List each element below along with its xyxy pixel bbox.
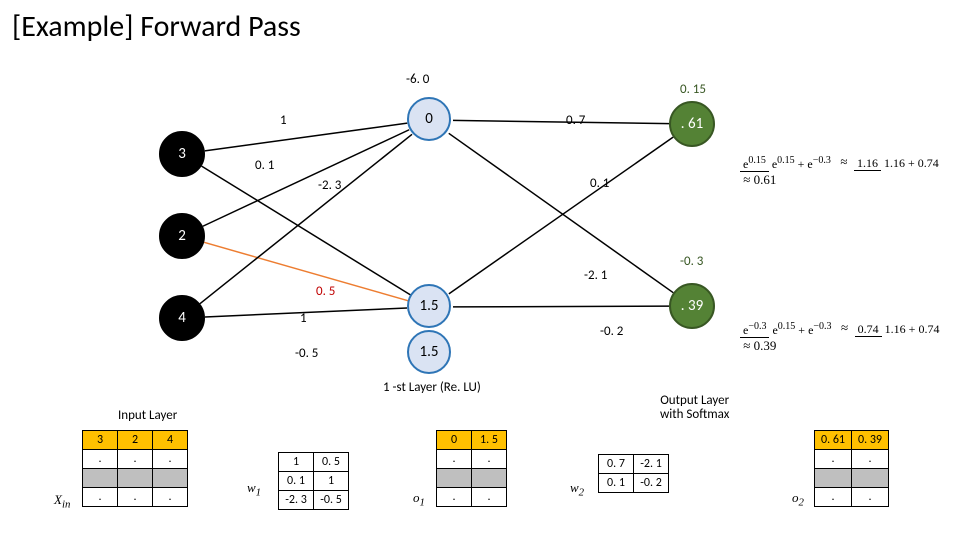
softmax-formula-1: e0.15e0.15 + e−0.3 ≈ 1.161.16 + 0.74 ≈ 0… bbox=[740, 154, 960, 188]
w2-label: w2 bbox=[570, 480, 584, 499]
matrix-cell bbox=[83, 469, 118, 488]
matrix-cell: -0. 2 bbox=[634, 474, 669, 493]
matrix-cell: 0. 39 bbox=[852, 431, 889, 450]
w1-matrix: 10. 50. 11-2. 3-0. 5 bbox=[278, 452, 349, 510]
edge-in2-h1 bbox=[203, 130, 409, 227]
o2-label: o2 bbox=[792, 490, 804, 509]
matrix-cell: 4 bbox=[153, 431, 188, 450]
matrix-cell: . bbox=[153, 488, 188, 507]
input-caption: Input Layer bbox=[118, 408, 177, 423]
edge-in2-h2 bbox=[204, 242, 408, 300]
matrix-cell: . bbox=[83, 450, 118, 469]
matrix-cell: . bbox=[153, 450, 188, 469]
matrix-cell: 3 bbox=[83, 431, 118, 450]
node-o1: . 61 bbox=[669, 101, 715, 147]
edge-in3-h1 bbox=[200, 134, 412, 303]
matrix-cell bbox=[472, 469, 507, 488]
matrix-cell bbox=[437, 469, 472, 488]
matrix-cell: . bbox=[118, 488, 153, 507]
node-h1: 0 bbox=[407, 97, 451, 141]
layer1-caption: 1 -st Layer (Re. LU) bbox=[383, 380, 481, 395]
matrix-cell: 0. 61 bbox=[815, 431, 852, 450]
matrix-cell bbox=[153, 469, 188, 488]
matrix-cell: 2 bbox=[118, 431, 153, 450]
w1-label: w1 bbox=[247, 480, 261, 499]
label-w1_1: 1 bbox=[280, 113, 287, 128]
label-neg03: -0. 3 bbox=[680, 254, 703, 269]
o2-matrix: 0. 610. 39.... bbox=[814, 430, 889, 507]
label-neg02: -0. 2 bbox=[600, 324, 623, 339]
matrix-cell: . bbox=[83, 488, 118, 507]
matrix-cell: 1 bbox=[314, 472, 349, 491]
matrix-cell: -2. 3 bbox=[279, 491, 314, 510]
matrix-cell: 0. 1 bbox=[599, 474, 634, 493]
node-h3: 1.5 bbox=[407, 330, 451, 374]
matrix-cell: . bbox=[815, 488, 852, 507]
label-p015: 0. 15 bbox=[680, 82, 706, 97]
label-w1_01: 0. 1 bbox=[255, 158, 274, 173]
label-p05: 0. 5 bbox=[316, 284, 335, 299]
node-h2: 1.5 bbox=[407, 284, 451, 328]
matrix-cell: 0. 5 bbox=[314, 453, 349, 472]
matrix-cell: 1. 5 bbox=[472, 431, 507, 450]
matrix-cell: . bbox=[472, 450, 507, 469]
o1-label: o1 bbox=[413, 490, 425, 509]
label-neg23: -2. 3 bbox=[318, 178, 341, 193]
label-w2_07: 0. 7 bbox=[566, 113, 585, 128]
label-neg05: -0. 5 bbox=[295, 346, 318, 361]
label-neg21: -2. 1 bbox=[584, 268, 607, 283]
matrix-cell: . bbox=[437, 488, 472, 507]
xin-matrix: 324...... bbox=[82, 430, 188, 507]
label-w2_01: 0. 1 bbox=[590, 176, 609, 191]
node-in3: 4 bbox=[159, 295, 205, 341]
node-in1: 3 bbox=[159, 131, 205, 177]
label-p1: 1 bbox=[300, 311, 307, 326]
matrix-cell bbox=[815, 469, 852, 488]
matrix-cell: . bbox=[437, 450, 472, 469]
matrix-cell: . bbox=[852, 488, 889, 507]
label-neg6: -6. 0 bbox=[406, 72, 429, 87]
edge-h1-o1 bbox=[453, 120, 669, 123]
edge-in1-h2 bbox=[202, 166, 411, 295]
edge-h1-o2 bbox=[449, 133, 673, 292]
output-caption: Output Layer with Softmax bbox=[660, 394, 729, 423]
matrix-cell: -2. 1 bbox=[634, 455, 669, 474]
edge-h2-o1 bbox=[449, 137, 673, 294]
matrix-cell: . bbox=[815, 450, 852, 469]
matrix-cell: 0. 1 bbox=[279, 472, 314, 491]
edge-in1-h1 bbox=[205, 123, 407, 151]
w2-matrix: 0. 7-2. 10. 1-0. 2 bbox=[598, 454, 669, 493]
matrix-cell: . bbox=[118, 450, 153, 469]
softmax-formula-2: e−0.3e0.15 + e−0.3 ≈ 0.741.16 + 0.74 ≈ 0… bbox=[740, 320, 960, 354]
matrix-cell: 1 bbox=[279, 453, 314, 472]
xin-label: Xin bbox=[54, 492, 70, 511]
matrix-cell: -0. 5 bbox=[314, 491, 349, 510]
matrix-cell bbox=[118, 469, 153, 488]
node-in2: 2 bbox=[159, 213, 205, 259]
matrix-cell: 0 bbox=[437, 431, 472, 450]
edge-h2-o2 bbox=[453, 306, 669, 307]
matrix-cell bbox=[852, 469, 889, 488]
o1-matrix: 01. 5.... bbox=[436, 430, 507, 507]
page-title: [Example] Forward Pass bbox=[12, 8, 301, 45]
matrix-cell: 0. 7 bbox=[599, 455, 634, 474]
node-o2: . 39 bbox=[669, 283, 715, 329]
matrix-cell: . bbox=[472, 488, 507, 507]
matrix-cell: . bbox=[852, 450, 889, 469]
